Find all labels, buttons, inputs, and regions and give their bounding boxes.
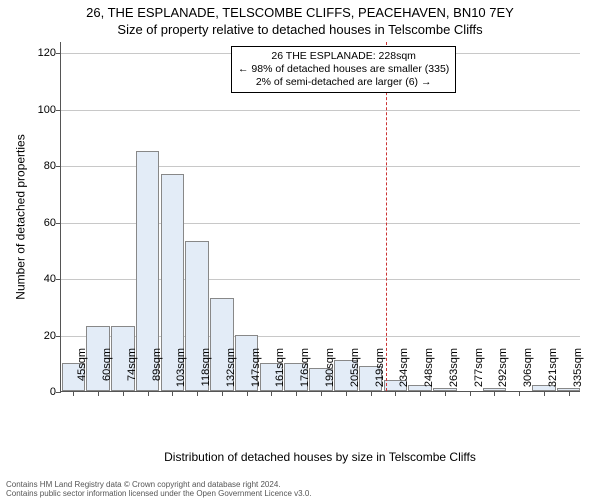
ytick-label: 120 (16, 47, 56, 59)
xtick-mark (494, 391, 495, 396)
ytick-mark (56, 336, 61, 337)
xtick-mark (123, 391, 124, 396)
xtick-mark (371, 391, 372, 396)
xtick-mark (346, 391, 347, 396)
xtick-label: 263sqm (448, 348, 460, 398)
xtick-label: 277sqm (473, 348, 485, 398)
ytick-mark (56, 110, 61, 111)
xtick-label: 60sqm (101, 348, 113, 398)
footer-attribution: Contains HM Land Registry data © Crown c… (6, 480, 594, 499)
xtick-label: 132sqm (225, 348, 237, 398)
chart-title-line1: 26, THE ESPLANADE, TELSCOMBE CLIFFS, PEA… (0, 5, 600, 20)
ytick-label: 20 (16, 330, 56, 342)
xtick-mark (172, 391, 173, 396)
xtick-label: 176sqm (299, 348, 311, 398)
ytick-label: 80 (16, 160, 56, 172)
xtick-label: 248sqm (423, 348, 435, 398)
xtick-label: 292sqm (497, 348, 509, 398)
footer-line1: Contains HM Land Registry data © Crown c… (6, 480, 594, 490)
xtick-label: 74sqm (126, 348, 138, 398)
ytick-mark (56, 223, 61, 224)
xtick-label: 234sqm (398, 348, 410, 398)
xtick-mark (148, 391, 149, 396)
ytick-mark (56, 392, 61, 393)
xtick-mark (73, 391, 74, 396)
xtick-mark (271, 391, 272, 396)
annotation-line3: 2% of semi-detached are larger (6) → (238, 76, 449, 89)
xtick-label: 161sqm (274, 348, 286, 398)
xtick-label: 335sqm (572, 348, 584, 398)
xtick-mark (296, 391, 297, 396)
xtick-label: 45sqm (76, 348, 88, 398)
xtick-mark (420, 391, 421, 396)
xtick-mark (247, 391, 248, 396)
xtick-label: 219sqm (374, 348, 386, 398)
ytick-label: 0 (16, 386, 56, 398)
ytick-label: 60 (16, 217, 56, 229)
xtick-label: 89sqm (151, 348, 163, 398)
ytick-mark (56, 53, 61, 54)
xtick-mark (569, 391, 570, 396)
chart-title-line2: Size of property relative to detached ho… (0, 22, 600, 37)
marker-line (386, 42, 387, 391)
footer-line2: Contains public sector information licen… (6, 489, 594, 499)
annotation-line2: ← 98% of detached houses are smaller (33… (238, 63, 449, 76)
xtick-mark (98, 391, 99, 396)
xtick-label: 103sqm (175, 348, 187, 398)
ytick-mark (56, 166, 61, 167)
xtick-mark (395, 391, 396, 396)
x-axis-label: Distribution of detached houses by size … (60, 450, 580, 464)
xtick-label: 118sqm (200, 348, 212, 398)
ytick-label: 40 (16, 273, 56, 285)
xtick-mark (321, 391, 322, 396)
xtick-mark (519, 391, 520, 396)
xtick-mark (445, 391, 446, 396)
xtick-label: 205sqm (349, 348, 361, 398)
annotation-box: 26 THE ESPLANADE: 228sqm← 98% of detache… (231, 46, 456, 93)
plot-area: 26 THE ESPLANADE: 228sqm← 98% of detache… (60, 42, 580, 392)
xtick-label: 321sqm (547, 348, 559, 398)
xtick-mark (222, 391, 223, 396)
xtick-label: 306sqm (522, 348, 534, 398)
gridline (61, 110, 580, 111)
xtick-mark (470, 391, 471, 396)
annotation-line1: 26 THE ESPLANADE: 228sqm (238, 50, 449, 63)
xtick-label: 190sqm (324, 348, 336, 398)
xtick-mark (544, 391, 545, 396)
xtick-label: 147sqm (250, 348, 262, 398)
ytick-label: 100 (16, 104, 56, 116)
xtick-mark (197, 391, 198, 396)
ytick-mark (56, 279, 61, 280)
